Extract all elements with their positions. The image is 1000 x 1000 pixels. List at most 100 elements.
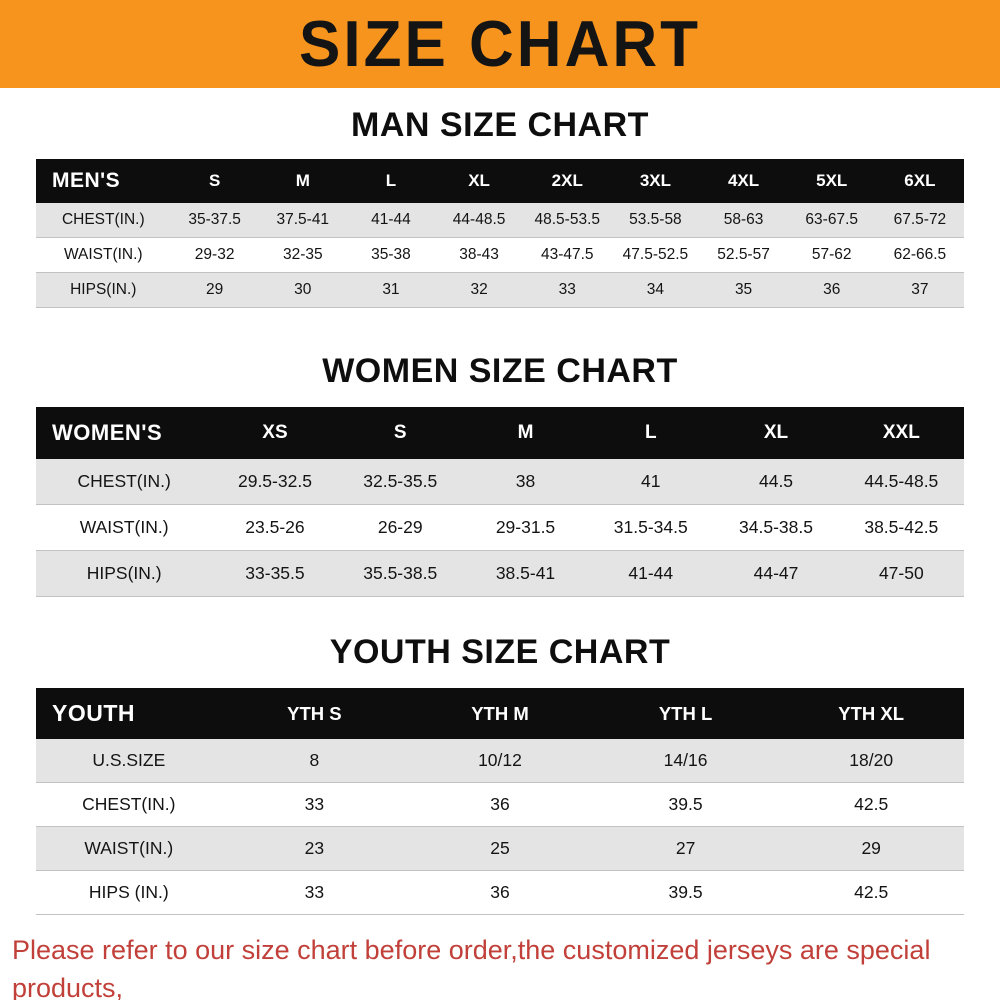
youth-ussize-row: U.S.SIZE 8 10/12 14/16 18/20 <box>36 739 964 783</box>
youth-size-section: YOUTH SIZE CHART YOUTH YTH S YTH M YTH L… <box>0 633 1000 915</box>
man-waist-row: WAIST(IN.) 29-32 32-35 35-38 38-43 43-47… <box>36 237 964 273</box>
size-value-cell: 42.5 <box>778 782 964 827</box>
size-value-cell: 43-47.5 <box>523 237 612 273</box>
size-value-cell: 41-44 <box>346 203 436 238</box>
size-value-cell: 31.5-34.5 <box>588 504 714 551</box>
size-column-header: XXL <box>838 407 964 459</box>
size-value-cell: 29.5-32.5 <box>212 459 338 505</box>
women-chest-row: CHEST(IN.) 29.5-32.5 32.5-35.5 38 41 44.… <box>36 459 964 505</box>
size-value-cell: 10/12 <box>407 739 593 783</box>
size-value-cell: 31 <box>346 272 436 308</box>
man-size-table: MEN'S S M L XL 2XL 3XL 4XL 5XL 6XL CHEST… <box>36 159 964 308</box>
size-value-cell: 27 <box>592 826 779 871</box>
size-value-cell: 48.5-53.5 <box>523 203 612 238</box>
size-value-cell: 37 <box>875 272 964 308</box>
size-value-cell: 18/20 <box>778 739 964 783</box>
size-column-header: 4XL <box>699 159 788 203</box>
row-label: CHEST(IN.) <box>36 203 171 238</box>
women-waist-row: WAIST(IN.) 23.5-26 26-29 29-31.5 31.5-34… <box>36 504 964 551</box>
size-value-cell: 36 <box>787 272 876 308</box>
size-value-cell: 29 <box>170 272 259 308</box>
size-value-cell: 26-29 <box>337 504 463 551</box>
size-column-header: YTH XL <box>778 688 964 739</box>
row-label: WAIST(IN.) <box>36 504 213 551</box>
size-value-cell: 38.5-41 <box>462 550 589 597</box>
size-value-cell: 67.5-72 <box>875 203 964 238</box>
size-value-cell: 30 <box>258 272 347 308</box>
banner: SIZE CHART <box>0 0 1000 88</box>
size-value-cell: 63-67.5 <box>787 203 876 238</box>
youth-section-heading: YOUTH SIZE CHART <box>329 633 671 671</box>
size-value-cell: 52.5-57 <box>699 237 788 273</box>
size-value-cell: 37.5-41 <box>258 203 347 238</box>
size-value-cell: 62-66.5 <box>875 237 964 273</box>
size-value-cell: 33 <box>221 870 408 915</box>
women-corner-label: WOMEN'S <box>36 407 213 459</box>
size-value-cell: 32-35 <box>258 237 347 273</box>
youth-chest-row: CHEST(IN.) 33 36 39.5 42.5 <box>36 782 964 827</box>
size-value-cell: 29 <box>778 826 964 871</box>
size-value-cell: 34.5-38.5 <box>713 504 839 551</box>
size-value-cell: 38.5-42.5 <box>838 504 964 551</box>
women-hips-row: HIPS(IN.) 33-35.5 35.5-38.5 38.5-41 41-4… <box>36 550 964 597</box>
row-label: CHEST(IN.) <box>36 459 213 505</box>
size-value-cell: 23.5-26 <box>212 504 338 551</box>
row-label: WAIST(IN.) <box>36 237 171 273</box>
row-label: HIPS(IN.) <box>36 550 213 597</box>
size-value-cell: 33-35.5 <box>212 550 338 597</box>
women-size-table: WOMEN'S XS S M L XL XXL CHEST(IN.) 29.5-… <box>36 407 964 597</box>
size-column-header: 5XL <box>787 159 876 203</box>
size-column-header: 3XL <box>611 159 700 203</box>
size-value-cell: 53.5-58 <box>611 203 700 238</box>
size-value-cell: 58-63 <box>699 203 788 238</box>
size-column-header: XL <box>713 407 839 459</box>
size-value-cell: 44.5-48.5 <box>838 459 964 505</box>
size-column-header: M <box>462 407 589 459</box>
size-value-cell: 41 <box>588 459 714 505</box>
size-column-header: XL <box>435 159 524 203</box>
size-column-header: YTH L <box>592 688 779 739</box>
size-value-cell: 42.5 <box>778 870 964 915</box>
size-value-cell: 36 <box>407 870 593 915</box>
man-header-row: MEN'S S M L XL 2XL 3XL 4XL 5XL 6XL <box>36 159 964 203</box>
size-column-header: M <box>258 159 347 203</box>
women-size-section: WOMEN SIZE CHART WOMEN'S XS S M L XL XXL <box>0 352 1000 597</box>
man-section-heading: MAN SIZE CHART <box>351 106 649 144</box>
size-value-cell: 33 <box>221 782 408 827</box>
size-value-cell: 25 <box>407 826 593 871</box>
size-value-cell: 57-62 <box>787 237 876 273</box>
youth-waist-row: WAIST(IN.) 23 25 27 29 <box>36 826 964 871</box>
women-section-heading: WOMEN SIZE CHART <box>322 352 678 390</box>
size-value-cell: 33 <box>523 272 612 308</box>
man-chest-row: CHEST(IN.) 35-37.5 37.5-41 41-44 44-48.5… <box>36 203 964 238</box>
size-value-cell: 47-50 <box>838 550 964 597</box>
size-value-cell: 32 <box>435 272 524 308</box>
man-hips-row: HIPS(IN.) 29 30 31 32 33 34 35 36 37 <box>36 272 964 308</box>
size-column-header: S <box>337 407 463 459</box>
size-value-cell: 23 <box>221 826 408 871</box>
size-column-header: YTH M <box>407 688 593 739</box>
women-header-row: WOMEN'S XS S M L XL XXL <box>36 407 964 459</box>
size-column-header: L <box>588 407 714 459</box>
size-value-cell: 29-32 <box>170 237 259 273</box>
size-value-cell: 29-31.5 <box>462 504 589 551</box>
size-value-cell: 38 <box>462 459 589 505</box>
size-value-cell: 38-43 <box>435 237 524 273</box>
size-value-cell: 39.5 <box>592 782 779 827</box>
row-label: WAIST(IN.) <box>36 826 222 871</box>
size-column-header: XS <box>212 407 338 459</box>
size-value-cell: 14/16 <box>592 739 779 783</box>
size-column-header: S <box>170 159 259 203</box>
size-value-cell: 44-48.5 <box>435 203 524 238</box>
man-size-section: MAN SIZE CHART MEN'S S M L XL 2XL 3XL 4X… <box>0 106 1000 308</box>
size-column-header: L <box>346 159 436 203</box>
size-value-cell: 32.5-35.5 <box>337 459 463 505</box>
size-value-cell: 44-47 <box>713 550 839 597</box>
row-label: U.S.SIZE <box>36 739 222 783</box>
size-column-header: YTH S <box>221 688 408 739</box>
size-value-cell: 41-44 <box>588 550 714 597</box>
size-value-cell: 36 <box>407 782 593 827</box>
size-value-cell: 35-37.5 <box>170 203 259 238</box>
row-label: HIPS(IN.) <box>36 272 171 308</box>
